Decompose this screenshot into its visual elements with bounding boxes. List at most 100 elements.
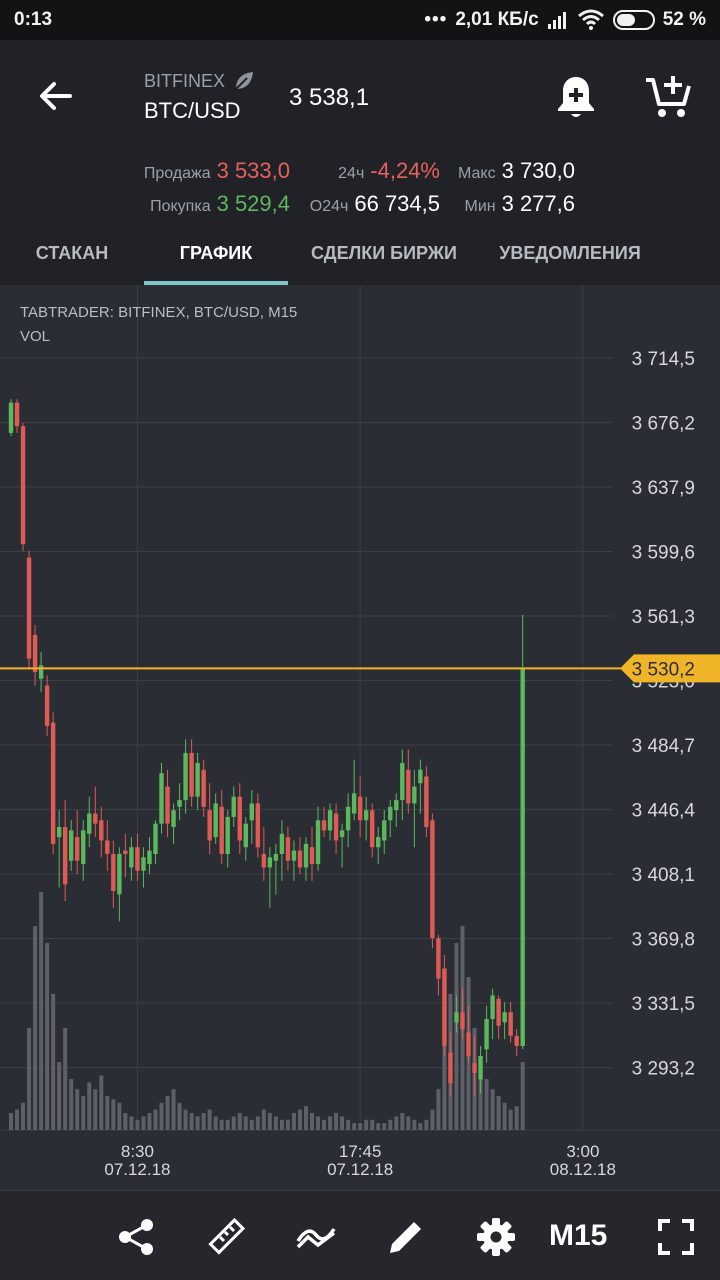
volume-bar: [334, 1113, 339, 1130]
volume-bar: [105, 1096, 110, 1130]
notification-dots-icon: •••: [424, 9, 448, 30]
volume-bar: [165, 1096, 170, 1130]
candle-up: [87, 813, 92, 834]
timeframe-button[interactable]: M15: [549, 1219, 608, 1252]
volume-bar: [352, 1123, 357, 1130]
tab-bar: СТАКАН ГРАФИК СДЕЛКИ БИРЖИ УВЕДОМЛЕНИЯ: [0, 235, 720, 285]
pencil-icon[interactable]: [386, 1217, 426, 1257]
volume-bar: [171, 1089, 176, 1130]
chart-legend-title: TABTRADER: BITFINEX, BTC/USD, M15: [20, 304, 298, 321]
candle-down: [430, 820, 435, 939]
candle-down: [99, 820, 104, 841]
volume-bar: [496, 1096, 501, 1130]
volume-bar: [261, 1109, 266, 1130]
candle-up: [243, 823, 248, 848]
volume-bar: [484, 1079, 489, 1130]
sell-label: Продажа: [143, 165, 211, 182]
status-time: 0:13: [14, 9, 53, 30]
volume-bar: [418, 1123, 423, 1130]
candle-down: [460, 1012, 465, 1030]
volume-bar: [267, 1113, 272, 1130]
price-tick-label: 3 714,5: [632, 349, 695, 370]
candle-up: [153, 823, 158, 854]
price-chart[interactable]: TABTRADER: BITFINEX, BTC/USD, M15 VOL 3 …: [0, 285, 720, 1190]
volume-bar: [201, 1113, 206, 1130]
tab-notifications[interactable]: УВЕДОМЛЕНИЯ: [499, 243, 641, 263]
battery-level: 52 %: [662, 9, 706, 30]
candle-up: [388, 806, 393, 821]
last-price: 3 538,1: [289, 84, 370, 111]
candle-up: [345, 806, 351, 831]
volume-bar: [340, 1116, 345, 1130]
candle-up: [8, 402, 14, 433]
candle-down: [357, 796, 363, 821]
candle-down: [406, 769, 411, 804]
chart-canvas[interactable]: 3 714,53 676,23 637,93 599,63 561,33 523…: [0, 285, 720, 1190]
volume-bar: [39, 892, 44, 1130]
candle-up: [279, 833, 285, 854]
price-tick-label: 3 599,6: [632, 543, 695, 564]
candle-down: [123, 850, 128, 854]
volume-bar: [454, 943, 459, 1130]
volume-bar: [147, 1113, 152, 1130]
volume-bar: [430, 1109, 435, 1130]
candle-down: [466, 1032, 471, 1057]
candle-up: [412, 786, 417, 804]
chart-legend-volume: VOL: [20, 328, 51, 345]
max-label: Макс: [458, 165, 496, 182]
candle-down: [20, 426, 26, 545]
candle-down: [370, 810, 375, 848]
volume-bar: [388, 1119, 393, 1130]
volume-bar: [442, 1045, 447, 1130]
candle-up: [418, 769, 423, 784]
candle-up: [159, 773, 164, 824]
indicators-icon[interactable]: [296, 1217, 336, 1257]
candle-up: [38, 665, 44, 679]
volume-bar: [57, 1062, 62, 1130]
candle-up: [303, 843, 309, 868]
candle-up: [382, 820, 387, 841]
settings-gear-icon[interactable]: [476, 1217, 516, 1257]
volume-bar: [189, 1113, 194, 1130]
tab-order-book[interactable]: СТАКАН: [35, 243, 109, 263]
ticker-header: BITFINEX BTC/USD 3 538,1 Продажа 3 533,0 …: [0, 40, 720, 285]
volume-bar: [310, 1113, 314, 1130]
candle-up: [147, 850, 152, 865]
candle-up: [69, 830, 74, 861]
price-tick-label: 3 561,3: [632, 607, 695, 628]
volume-bar: [322, 1119, 327, 1130]
volume-bar: [129, 1116, 134, 1130]
volume-bar: [382, 1123, 387, 1130]
date-tick-label: 08.12.18: [550, 1160, 616, 1179]
volume-bar: [93, 1089, 98, 1130]
candle-up: [520, 668, 525, 1046]
date-tick-label: 07.12.18: [104, 1160, 170, 1179]
candle-down: [14, 402, 20, 427]
fullscreen-icon[interactable]: [656, 1217, 696, 1257]
candle-down: [207, 810, 212, 841]
chart-legend: TABTRADER: BITFINEX, BTC/USD, M15 VOL: [20, 301, 297, 349]
volume-bar: [195, 1116, 200, 1130]
share-icon[interactable]: [116, 1217, 156, 1257]
candle-down: [105, 840, 110, 854]
add-to-cart-icon[interactable]: [644, 74, 692, 120]
price-axis: 3 714,53 676,23 637,93 599,63 561,33 523…: [632, 349, 696, 1080]
candle-up: [225, 816, 230, 854]
tab-exchange-trades[interactable]: СДЕЛКИ БИРЖИ: [311, 243, 457, 263]
candle-up: [478, 1056, 483, 1080]
alert-add-icon[interactable]: [554, 74, 598, 120]
candle-up: [376, 837, 381, 848]
volume-bar: [141, 1116, 146, 1130]
candle-down: [111, 853, 116, 892]
candle-down: [436, 938, 441, 979]
candle-down: [472, 1062, 477, 1073]
tab-chart[interactable]: ГРАФИК: [144, 235, 288, 285]
candle-up: [231, 796, 236, 817]
candle-down: [448, 1052, 453, 1083]
volume-bar: [243, 1116, 248, 1130]
volume-bar: [219, 1119, 224, 1130]
back-arrow-icon[interactable]: [34, 74, 78, 118]
ruler-icon[interactable]: [206, 1217, 246, 1257]
price-tick-label: 3 331,5: [632, 994, 695, 1015]
volume-bar: [502, 1102, 507, 1130]
